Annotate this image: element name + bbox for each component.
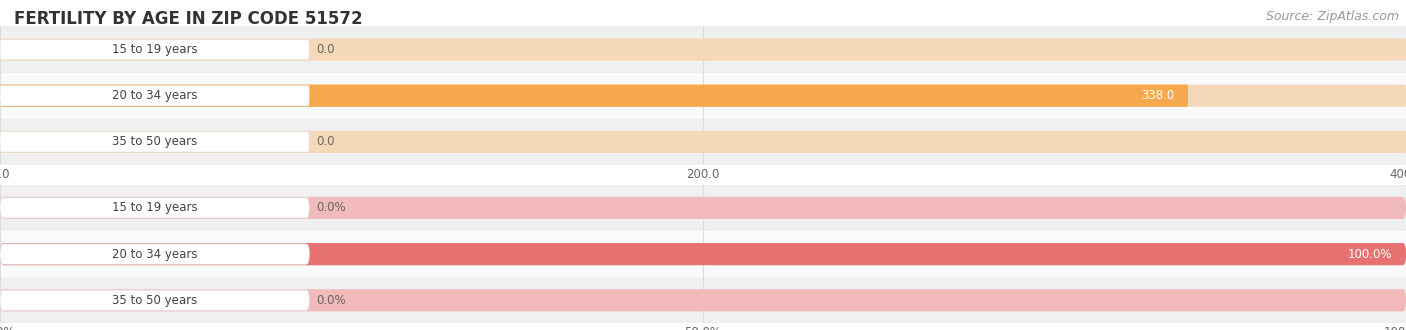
Bar	[0, 231, 1406, 277]
Text: 0.0: 0.0	[316, 135, 335, 148]
Text: 15 to 19 years: 15 to 19 years	[112, 43, 197, 56]
Text: 35 to 50 years: 35 to 50 years	[112, 294, 197, 307]
Text: Source: ZipAtlas.com: Source: ZipAtlas.com	[1265, 10, 1399, 23]
Text: 0.0%: 0.0%	[316, 294, 346, 307]
Text: 338.0: 338.0	[1140, 89, 1174, 102]
FancyBboxPatch shape	[0, 84, 1406, 107]
Text: 0.0: 0.0	[316, 43, 335, 56]
Bar	[0, 185, 1406, 231]
Text: 0.0%: 0.0%	[316, 201, 346, 214]
Text: 15 to 19 years: 15 to 19 years	[112, 201, 197, 214]
FancyBboxPatch shape	[0, 84, 1188, 107]
Bar	[0, 26, 1406, 73]
Bar	[0, 119, 1406, 165]
FancyBboxPatch shape	[0, 243, 1406, 265]
FancyBboxPatch shape	[0, 39, 309, 60]
FancyBboxPatch shape	[0, 289, 1406, 312]
Text: FERTILITY BY AGE IN ZIP CODE 51572: FERTILITY BY AGE IN ZIP CODE 51572	[14, 10, 363, 28]
Text: 35 to 50 years: 35 to 50 years	[112, 135, 197, 148]
FancyBboxPatch shape	[0, 132, 309, 152]
Text: 20 to 34 years: 20 to 34 years	[112, 248, 197, 261]
FancyBboxPatch shape	[0, 290, 309, 311]
FancyBboxPatch shape	[0, 244, 309, 264]
Text: 100.0%: 100.0%	[1347, 248, 1392, 261]
Bar	[0, 73, 1406, 119]
FancyBboxPatch shape	[0, 131, 1406, 153]
FancyBboxPatch shape	[0, 38, 1406, 61]
FancyBboxPatch shape	[0, 243, 1406, 265]
FancyBboxPatch shape	[0, 85, 309, 106]
FancyBboxPatch shape	[0, 197, 1406, 219]
FancyBboxPatch shape	[0, 198, 309, 218]
Text: 20 to 34 years: 20 to 34 years	[112, 89, 197, 102]
Bar	[0, 277, 1406, 323]
